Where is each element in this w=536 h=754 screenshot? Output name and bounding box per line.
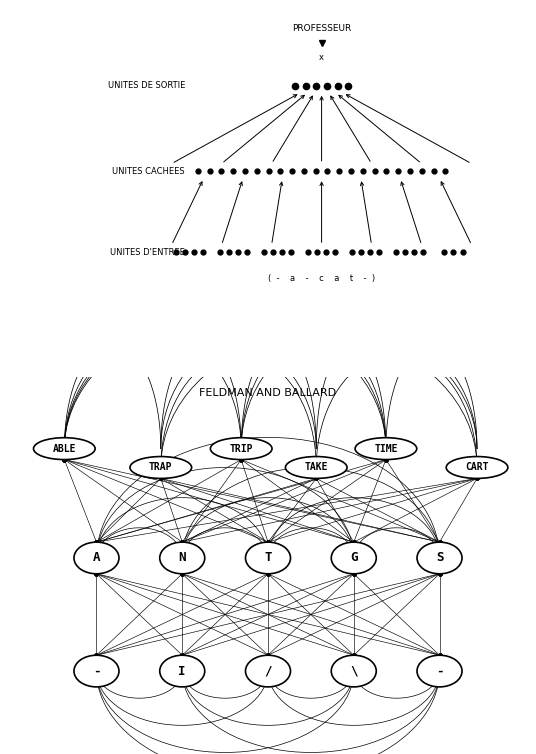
Text: UNITES DE SORTIE: UNITES DE SORTIE (108, 81, 185, 90)
Circle shape (245, 655, 291, 687)
Ellipse shape (210, 437, 272, 459)
Circle shape (245, 542, 291, 574)
Text: G: G (350, 551, 358, 565)
Ellipse shape (285, 457, 347, 479)
Circle shape (331, 655, 376, 687)
Text: x: x (319, 53, 324, 62)
Text: UNITES CACHEES: UNITES CACHEES (113, 167, 185, 176)
Text: PROFESSEUR: PROFESSEUR (292, 24, 351, 33)
Circle shape (74, 542, 119, 574)
Text: T: T (264, 551, 272, 565)
Circle shape (331, 542, 376, 574)
Text: I: I (178, 664, 186, 678)
Ellipse shape (446, 457, 508, 479)
Text: TAKE: TAKE (304, 462, 328, 473)
Text: TRIP: TRIP (229, 443, 253, 454)
Ellipse shape (355, 437, 417, 459)
Text: UNITES D'ENTREE: UNITES D'ENTREE (110, 248, 185, 257)
Text: TIME: TIME (374, 443, 398, 454)
Text: CART: CART (465, 462, 489, 473)
Text: -: - (93, 664, 100, 678)
Ellipse shape (130, 457, 192, 479)
Text: A: A (93, 551, 100, 565)
Circle shape (417, 542, 462, 574)
Circle shape (160, 542, 205, 574)
Text: -: - (436, 664, 443, 678)
Text: ABLE: ABLE (53, 443, 76, 454)
Circle shape (417, 655, 462, 687)
Text: /: / (264, 664, 272, 678)
Text: FELDMAN AND BALLARD: FELDMAN AND BALLARD (199, 388, 337, 398)
Text: (  -    a    -    c    a    t    -  ): ( - a - c a t - ) (268, 274, 375, 284)
Text: TRAP: TRAP (149, 462, 173, 473)
Text: S: S (436, 551, 443, 565)
Text: N: N (178, 551, 186, 565)
Text: \: \ (350, 664, 358, 678)
Circle shape (160, 655, 205, 687)
Circle shape (74, 655, 119, 687)
Ellipse shape (33, 437, 95, 459)
